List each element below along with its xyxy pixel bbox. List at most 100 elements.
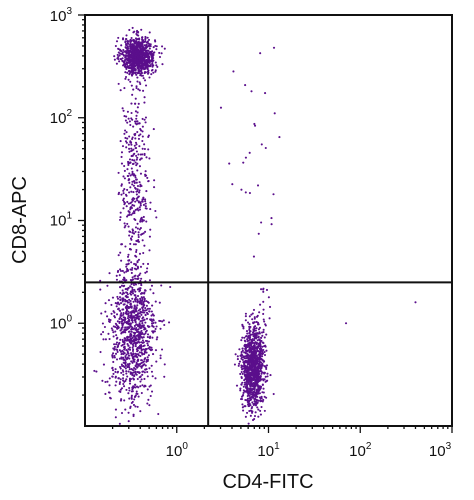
data-point — [136, 61, 139, 64]
data-point — [248, 394, 251, 397]
data-point — [119, 286, 122, 289]
data-point — [123, 188, 126, 191]
data-point — [261, 341, 264, 344]
data-point — [249, 389, 252, 392]
data-point — [232, 70, 235, 73]
data-point — [137, 137, 140, 140]
data-point — [147, 42, 150, 45]
data-point — [121, 293, 124, 296]
data-point — [119, 218, 122, 221]
data-point — [118, 382, 121, 386]
data-point — [139, 308, 142, 311]
data-point — [131, 368, 134, 371]
data-point — [140, 72, 144, 75]
data-point — [238, 362, 241, 365]
data-point — [134, 161, 137, 164]
data-point — [135, 306, 138, 309]
data-point — [154, 377, 157, 380]
data-point — [127, 420, 130, 423]
data-point — [137, 153, 140, 156]
data-point — [257, 357, 260, 360]
data-point — [148, 249, 151, 252]
data-point — [134, 394, 137, 397]
data-point — [115, 62, 118, 65]
data-point — [135, 32, 138, 36]
data-point — [122, 285, 125, 288]
data-point — [129, 161, 132, 164]
data-point — [251, 368, 254, 372]
data-point — [250, 352, 254, 355]
data-point — [131, 180, 134, 183]
data-point — [264, 92, 267, 95]
data-point — [142, 59, 145, 62]
data-point — [120, 44, 123, 47]
data-point — [123, 271, 126, 274]
data-point — [102, 363, 105, 366]
data-point — [122, 370, 125, 373]
data-point — [256, 406, 259, 409]
data-point — [144, 364, 147, 367]
data-point — [252, 402, 255, 406]
data-point — [131, 267, 134, 270]
data-point — [257, 328, 260, 331]
data-point — [263, 371, 266, 374]
data-point — [251, 418, 255, 422]
data-point — [144, 35, 147, 38]
data-point — [262, 348, 265, 352]
data-point — [138, 290, 141, 293]
data-point — [119, 140, 122, 143]
data-point — [249, 414, 252, 417]
data-point — [122, 192, 125, 195]
data-point — [259, 379, 262, 382]
data-point — [252, 346, 255, 349]
data-point — [152, 321, 155, 325]
data-point — [146, 375, 149, 378]
data-point — [120, 387, 124, 390]
data-point — [269, 374, 272, 377]
data-point — [262, 328, 265, 331]
data-point — [137, 240, 140, 243]
data-point — [121, 289, 124, 292]
data-point — [108, 272, 111, 275]
data-point — [263, 336, 266, 339]
data-point — [140, 47, 143, 51]
data-point — [258, 392, 261, 395]
data-point — [139, 311, 142, 314]
data-point — [161, 63, 164, 66]
data-point — [150, 58, 154, 61]
data-point — [144, 173, 147, 176]
data-point-outlier — [344, 322, 348, 325]
data-point — [133, 262, 136, 266]
data-point — [147, 398, 150, 401]
data-point — [138, 337, 141, 340]
data-point — [140, 28, 143, 31]
data-point — [151, 375, 154, 378]
data-point — [131, 55, 134, 58]
y-tick-label: 100 — [50, 313, 73, 332]
data-point — [126, 375, 129, 378]
data-point — [133, 181, 136, 185]
data-point — [242, 391, 245, 394]
data-point — [128, 389, 131, 392]
data-point — [136, 299, 139, 302]
data-point — [135, 52, 138, 55]
data-point — [262, 398, 265, 402]
data-point — [128, 380, 132, 383]
data-point — [104, 338, 107, 341]
data-point — [240, 395, 244, 398]
data-point — [115, 278, 118, 281]
data-point — [142, 215, 145, 219]
data-point — [117, 51, 120, 54]
data-point — [259, 303, 262, 306]
data-point — [246, 411, 249, 414]
data-point — [149, 394, 152, 398]
data-point — [137, 102, 140, 105]
data-point — [134, 174, 137, 177]
data-point — [126, 200, 129, 203]
data-point — [121, 364, 124, 368]
data-point — [120, 320, 123, 323]
data-point — [136, 72, 139, 75]
data-point — [141, 117, 144, 120]
data-point — [244, 369, 247, 372]
data-point — [142, 196, 145, 199]
